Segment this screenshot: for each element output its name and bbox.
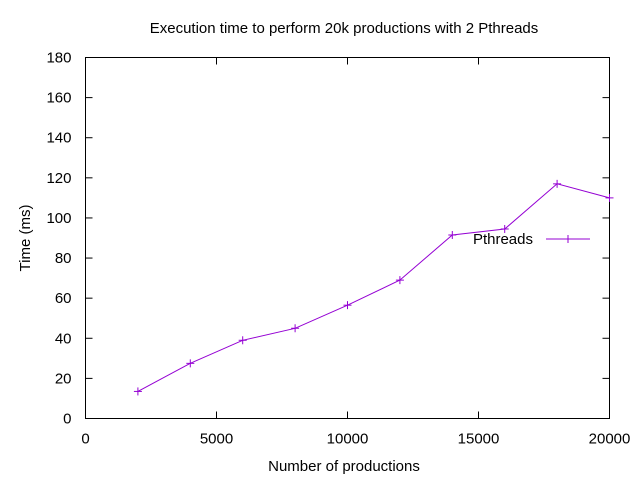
y-tick-label: 140 xyxy=(46,130,71,147)
legend-marker-plus xyxy=(564,235,572,243)
legend: Pthreads xyxy=(473,231,590,248)
data-point xyxy=(448,230,457,239)
y-tick-label: 60 xyxy=(55,290,72,307)
y-tick-label: 0 xyxy=(63,411,71,428)
x-tick-label: 10000 xyxy=(327,431,369,448)
y-tick-label: 160 xyxy=(46,90,71,107)
y-axis: 0 20 40 60 80 100 120 140 160 180 xyxy=(46,50,610,428)
legend-marker xyxy=(564,235,572,243)
y-tick-label: 40 xyxy=(55,330,72,347)
series-layer xyxy=(133,179,614,396)
y-tick-label: 100 xyxy=(46,210,71,227)
data-point xyxy=(238,336,247,345)
x-axis: 0 5000 10000 15000 20000 xyxy=(81,57,631,448)
data-point xyxy=(500,224,509,233)
x-tick-label: 20000 xyxy=(589,431,631,448)
x-axis-label: Number of productions xyxy=(268,458,420,475)
data-point xyxy=(343,301,352,310)
data-point xyxy=(395,276,404,285)
chart-title: Execution time to perform 20k production… xyxy=(150,20,539,37)
y-tick-label: 120 xyxy=(46,170,71,187)
x-tick-label: 0 xyxy=(81,431,89,448)
data-point xyxy=(186,359,195,368)
data-point xyxy=(553,179,562,188)
legend-label: Pthreads xyxy=(473,231,533,248)
y-axis-label: Time (ms) xyxy=(17,205,34,272)
y-tick-label: 20 xyxy=(55,370,72,387)
y-tick-label: 180 xyxy=(46,50,71,67)
data-point xyxy=(291,324,300,333)
x-tick-label: 15000 xyxy=(458,431,500,448)
y-tick-label: 80 xyxy=(55,250,72,267)
data-point xyxy=(605,193,614,202)
data-point xyxy=(133,387,142,396)
x-tick-label: 5000 xyxy=(200,431,233,448)
series-line-pthreads xyxy=(137,183,610,392)
